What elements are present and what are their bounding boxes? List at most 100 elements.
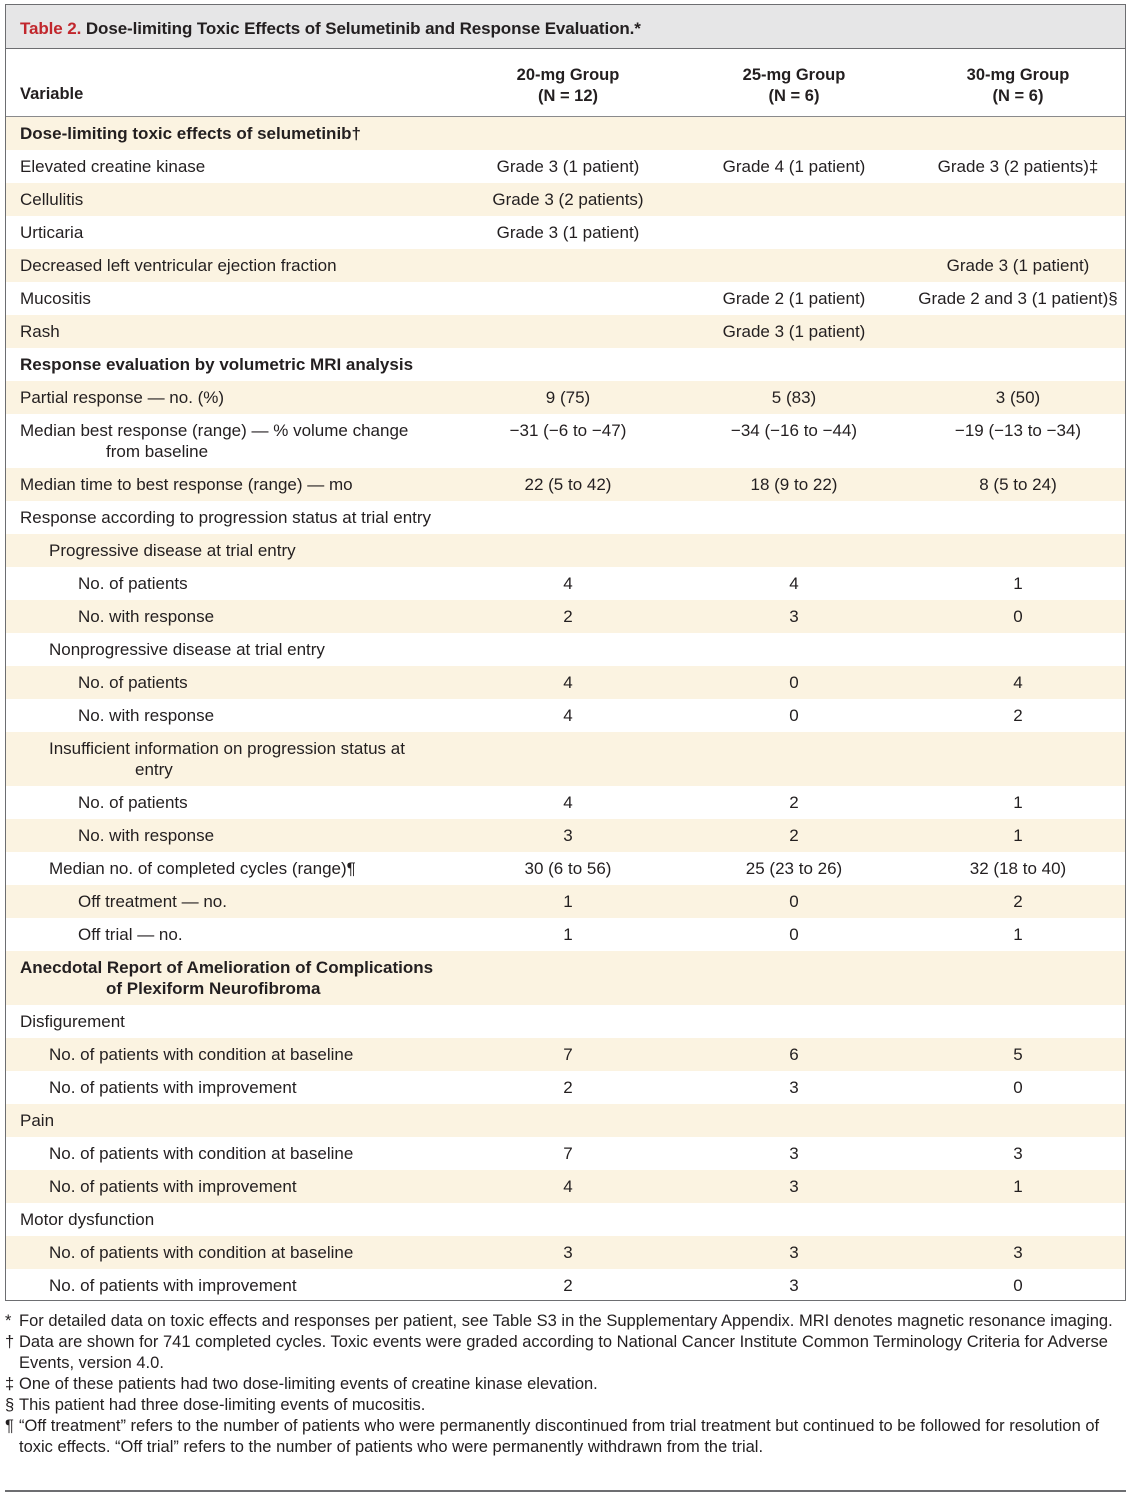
table-row: Median time to best response (range) — m… <box>6 468 1125 501</box>
footnote-symbol: * <box>5 1312 12 1330</box>
row-label-continuation: from baseline <box>106 442 209 461</box>
row-value-group-2: 6 <box>789 1045 799 1064</box>
row-value-group-2: Grade 4 (1 patient) <box>722 157 866 176</box>
row-label: Nonprogressive disease at trial entry <box>49 639 325 660</box>
footnote-text: One of these patients had two dose-limit… <box>19 1375 598 1393</box>
row-label-text: Motor dysfunction <box>20 1210 155 1229</box>
table-row: Insufficient information on progression … <box>6 732 1125 786</box>
row-value-group-2: 2 <box>789 793 799 812</box>
section-header-row: Anecdotal Report of Amelioration of Comp… <box>6 951 1125 1005</box>
row-label: Response evaluation by volumetric MRI an… <box>20 354 413 375</box>
table-row: Progressive disease at trial entry <box>6 534 1125 567</box>
row-value-group-1: 22 (5 to 42) <box>524 475 612 494</box>
row-label-text: No. of patients with condition at baseli… <box>49 1243 354 1262</box>
row-label: No. of patients with improvement <box>49 1176 297 1197</box>
row-value-group-3: 8 (5 to 24) <box>979 475 1057 494</box>
footnote-symbol: ‡ <box>5 1375 15 1393</box>
row-value-group-1: 2 <box>563 607 573 626</box>
row-label: Motor dysfunction <box>20 1209 154 1230</box>
row-label: No. of patients with condition at baseli… <box>49 1044 353 1065</box>
row-label-text: No. of patients with condition at baseli… <box>49 1045 354 1064</box>
footnote-text: For detailed data on toxic effects and r… <box>19 1312 1113 1330</box>
row-label: No. of patients <box>78 573 188 594</box>
table-row: Cellulitis Grade 3 (2 patients) <box>6 183 1125 216</box>
table-row: No. of patients with improvement 2 3 0 <box>6 1071 1125 1104</box>
row-value-group-3: 3 <box>1013 1144 1023 1163</box>
table-row: Elevated creatine kinase Grade 3 (1 patie… <box>6 150 1125 183</box>
row-value-group-1: 3 <box>563 826 573 845</box>
row-label: No. of patients with improvement <box>49 1275 297 1296</box>
row-value-group-3: 3 <box>1013 1243 1023 1262</box>
row-value-group-2: 18 (9 to 22) <box>750 475 838 494</box>
row-value-group-3: 32 (18 to 40) <box>969 859 1067 878</box>
header-group-n: (N = 12) <box>537 87 599 105</box>
row-label-text: No. of patients <box>78 673 188 692</box>
row-label: No. with response <box>78 825 214 846</box>
row-label-text: No. of patients with improvement <box>49 1177 297 1196</box>
row-value-group-2: 0 <box>789 925 799 944</box>
row-label: Partial response — no. (%) <box>20 387 224 408</box>
row-value-group-3: 0 <box>1013 607 1023 626</box>
row-label: No. of patients with condition at baseli… <box>49 1143 353 1164</box>
row-value-group-3: Grade 2 and 3 (1 patient)§ <box>918 289 1118 308</box>
row-label-text: Median best response (range) — % volume … <box>20 421 409 440</box>
table-row: No. of patients with condition at baseli… <box>6 1137 1125 1170</box>
header-group-name: 20-mg Group <box>516 66 620 84</box>
row-label-text: No. with response <box>78 607 215 626</box>
row-value-group-1: Grade 3 (1 patient) <box>496 223 640 242</box>
row-value-group-3: −19 (−13 to −34) <box>954 421 1082 440</box>
footnote-symbol: ¶ <box>5 1417 14 1435</box>
row-value-group-2: Grade 2 (1 patient) <box>722 289 866 308</box>
row-label-continuation: entry <box>135 760 173 779</box>
table-row: No. of patients with improvement 2 3 0 <box>6 1269 1125 1302</box>
row-value-group-2: 3 <box>789 1177 799 1196</box>
table-row: Off treatment — no. 1 0 2 <box>6 885 1125 918</box>
row-label-text: Off treatment — no. <box>78 892 227 911</box>
row-label: Off treatment — no. <box>78 891 227 912</box>
row-label-text: No. with response <box>78 826 215 845</box>
row-value-group-1: Grade 3 (2 patients) <box>492 190 644 209</box>
row-value-group-3: 1 <box>1013 574 1023 593</box>
row-value-group-2: 0 <box>789 706 799 725</box>
row-label-text: Median time to best response (range) — m… <box>20 475 353 494</box>
row-value-group-2: Grade 3 (1 patient) <box>722 322 866 341</box>
row-label-text: Median no. of completed cycles (range)¶ <box>49 859 356 878</box>
row-value-group-1: 7 <box>563 1144 573 1163</box>
row-label: Decreased left ventricular ejection frac… <box>20 255 337 276</box>
table-label: Table 2. <box>20 19 82 38</box>
row-value-group-2: 25 (23 to 26) <box>745 859 843 878</box>
row-label-text: Insufficient information on progression … <box>49 739 405 758</box>
footnote: § This patient had three dose-limiting ev… <box>5 1395 1126 1416</box>
row-value-group-1: 30 (6 to 56) <box>524 859 612 878</box>
section-header-row: Response evaluation by volumetric MRI an… <box>6 348 1125 381</box>
row-value-group-3: Grade 3 (1 patient) <box>946 256 1090 275</box>
row-value-group-2: 3 <box>789 1144 799 1163</box>
table-container: Table 2. Dose-limiting Toxic Effects of … <box>5 4 1126 1301</box>
row-value-group-1: 4 <box>563 1177 573 1196</box>
row-label: Median best response (range) — % volume … <box>20 420 408 462</box>
row-value-group-2: 0 <box>789 892 799 911</box>
row-label-text: Response evaluation by volumetric MRI an… <box>20 355 414 374</box>
table-row: Disfigurement <box>6 1005 1125 1038</box>
row-label-text: No. of patients with condition at baseli… <box>49 1144 354 1163</box>
row-label-text: No. of patients <box>78 574 188 593</box>
row-value-group-2: 2 <box>789 826 799 845</box>
row-label-text: Pain <box>20 1111 55 1130</box>
row-value-group-2: 5 (83) <box>771 388 817 407</box>
row-label-text: No. with response <box>78 706 215 725</box>
table-row: No. of patients 4 2 1 <box>6 786 1125 819</box>
row-value-group-3: 2 <box>1013 892 1023 911</box>
row-value-group-3: 1 <box>1013 1177 1023 1196</box>
row-value-group-3: 3 (50) <box>995 388 1041 407</box>
row-value-group-3: 1 <box>1013 826 1023 845</box>
row-label: Progressive disease at trial entry <box>49 540 296 561</box>
table-row: No. with response 2 3 0 <box>6 600 1125 633</box>
table-row: Response according to progression status… <box>6 501 1125 534</box>
table-row: Mucositis Grade 2 (1 patient) Grade 2 and … <box>6 282 1125 315</box>
row-label-text: Decreased left ventricular ejection frac… <box>20 256 337 275</box>
row-value-group-3: 4 <box>1013 673 1023 692</box>
row-label-text: Partial response — no. (%) <box>20 388 225 407</box>
row-label: No. with response <box>78 705 214 726</box>
row-label: No. of patients with improvement <box>49 1077 297 1098</box>
